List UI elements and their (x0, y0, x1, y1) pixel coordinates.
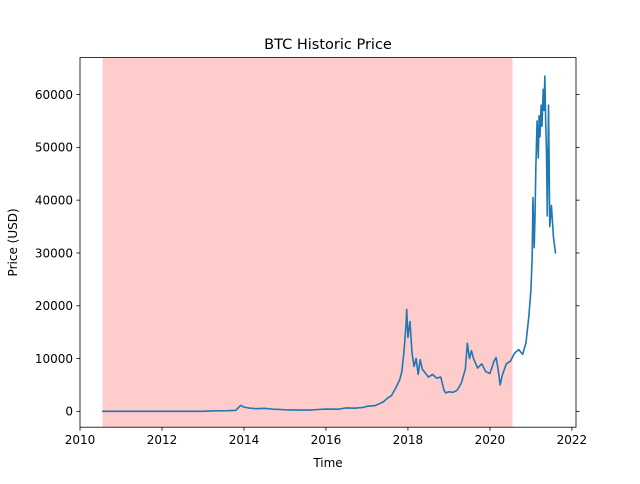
y-tick-label: 10000 (35, 352, 73, 366)
series-line-0 (101, 75, 557, 413)
y-tick-label: 50000 (35, 141, 73, 155)
y-tick-label: 30000 (35, 246, 73, 260)
chart-title: BTC Historic Price (264, 37, 392, 53)
y-axis-title: Price (USD) (6, 208, 20, 276)
axes-frame (79, 57, 577, 428)
x-tick-label: 2018 (393, 433, 424, 447)
x-tick-label: 2010 (65, 433, 96, 447)
y-tick-label: 40000 (35, 193, 73, 207)
plot-layer (101, 57, 557, 428)
x-tick-label: 2016 (311, 433, 342, 447)
x-tick-label: 2020 (475, 433, 506, 447)
y-tick-label: 60000 (35, 88, 73, 102)
ticks-layer: 2010 2012 2014 2016 2018 2020 2022 0 10000 20000 3… (35, 88, 587, 447)
y-tick-label: 20000 (35, 299, 73, 313)
y-tick-label: 0 (65, 405, 73, 419)
x-tick-label: 2022 (557, 433, 588, 447)
shaded-region (102, 57, 513, 428)
x-axis-title: Time (312, 456, 342, 470)
x-tick-label: 2012 (147, 433, 178, 447)
x-tick-label: 2014 (229, 433, 260, 447)
